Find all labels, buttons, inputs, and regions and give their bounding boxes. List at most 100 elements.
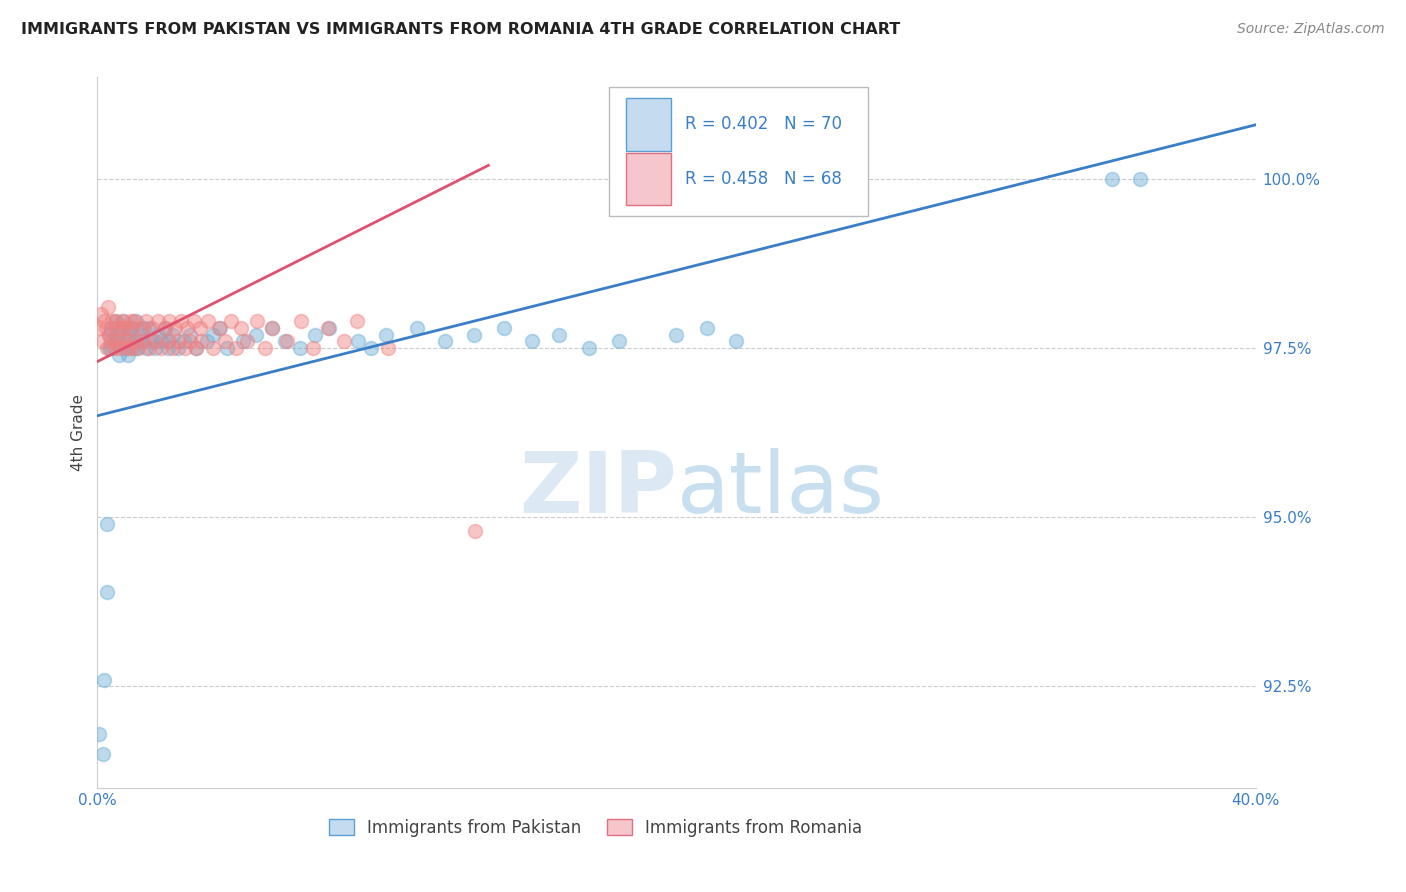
Point (195, 334, 218, 349)
Point (153, 320, 176, 334)
Point (91, 747, 114, 761)
Point (276, 334, 298, 349)
Point (108, 334, 131, 349)
Point (124, 334, 146, 349)
Point (219, 314, 242, 328)
Point (117, 341, 139, 355)
Point (724, 334, 747, 349)
Point (104, 320, 127, 334)
Point (1101, 172, 1123, 186)
Point (138, 320, 160, 334)
Point (138, 341, 160, 355)
Point (111, 320, 134, 334)
Point (346, 334, 368, 349)
Point (114, 341, 136, 355)
Point (162, 327, 184, 342)
Point (125, 341, 148, 355)
Point (374, 327, 396, 342)
Point (176, 320, 198, 334)
Point (1129, 172, 1152, 186)
Point (105, 334, 128, 349)
Point (214, 334, 236, 349)
Point (90, 307, 112, 321)
Point (346, 314, 368, 328)
Point (120, 314, 142, 328)
Point (333, 334, 356, 349)
Point (93, 314, 115, 328)
Point (135, 341, 157, 355)
Point (433, 334, 456, 349)
Point (143, 341, 166, 355)
Point (111, 334, 134, 349)
Point (135, 314, 157, 328)
Point (304, 327, 326, 342)
Point (665, 327, 688, 342)
Point (166, 341, 188, 355)
Point (377, 341, 399, 355)
Point (494, 320, 516, 334)
Text: ZIP: ZIP (519, 448, 676, 531)
Point (179, 334, 201, 349)
Point (578, 341, 600, 355)
Point (186, 341, 208, 355)
Point (93, 673, 115, 687)
Point (100, 341, 122, 355)
Point (108, 341, 131, 355)
Point (188, 320, 211, 334)
Point (225, 341, 247, 355)
Point (111, 314, 134, 328)
Point (96, 584, 118, 599)
Point (607, 334, 630, 349)
Text: R = 0.458   N = 68: R = 0.458 N = 68 (685, 169, 842, 188)
Point (125, 334, 148, 349)
Point (245, 327, 267, 342)
Text: R = 0.402   N = 70: R = 0.402 N = 70 (685, 115, 842, 134)
Point (184, 341, 207, 355)
Point (202, 327, 225, 342)
Point (236, 334, 259, 349)
Point (548, 327, 571, 342)
Point (288, 341, 311, 355)
Point (108, 320, 131, 334)
Point (101, 314, 124, 328)
Point (464, 524, 486, 538)
Point (141, 334, 163, 349)
Point (318, 320, 340, 334)
Point (125, 314, 148, 328)
Point (141, 320, 163, 334)
Point (274, 334, 297, 349)
Point (170, 314, 193, 328)
Text: Source: ZipAtlas.com: Source: ZipAtlas.com (1237, 22, 1385, 37)
Point (129, 327, 152, 342)
Point (149, 334, 172, 349)
Point (117, 320, 139, 334)
Point (87, 727, 110, 741)
Point (208, 320, 231, 334)
Y-axis label: 4th Grade: 4th Grade (72, 394, 86, 471)
Point (260, 320, 283, 334)
Point (522, 334, 544, 349)
Point (254, 341, 277, 355)
Point (696, 320, 718, 334)
Point (134, 334, 156, 349)
Text: IMMIGRANTS FROM PAKISTAN VS IMMIGRANTS FROM ROMANIA 4TH GRADE CORRELATION CHART: IMMIGRANTS FROM PAKISTAN VS IMMIGRANTS F… (21, 22, 900, 37)
Point (107, 348, 129, 362)
Point (360, 341, 382, 355)
Point (131, 320, 153, 334)
Point (122, 314, 145, 328)
Point (104, 334, 127, 349)
Point (146, 314, 169, 328)
Point (122, 341, 145, 355)
Point (149, 341, 172, 355)
Point (104, 314, 127, 328)
Legend: Immigrants from Pakistan, Immigrants from Romania: Immigrants from Pakistan, Immigrants fro… (322, 812, 869, 844)
Point (120, 320, 142, 334)
Point (232, 334, 254, 349)
Point (179, 327, 201, 342)
Point (98, 341, 121, 355)
Point (246, 314, 269, 328)
Point (87, 320, 110, 334)
Point (146, 327, 169, 342)
Point (94, 320, 117, 334)
Point (96, 516, 118, 531)
